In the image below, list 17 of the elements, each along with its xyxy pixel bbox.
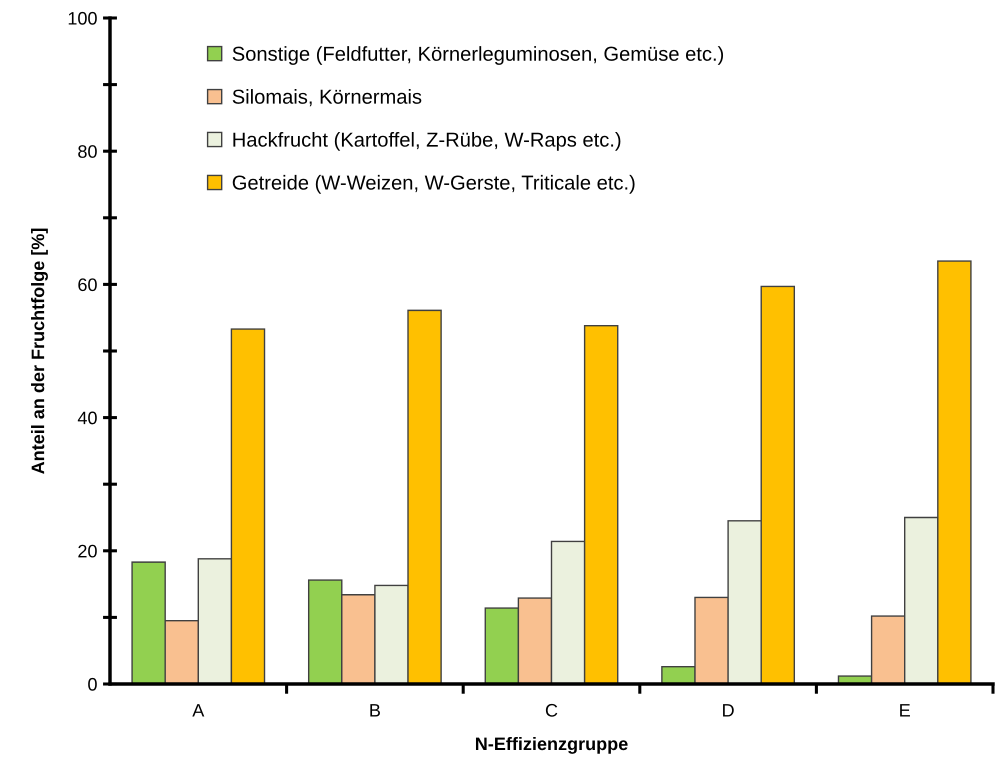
x-tick-label: D	[723, 704, 734, 717]
y-tick-label: 40	[78, 412, 97, 424]
x-tick-label: B	[370, 704, 380, 717]
legend-label: Silomais, Körnermais	[232, 89, 422, 106]
y-axis-title: Anteil an der Fruchtfolge [%]	[31, 228, 48, 474]
x-axis-title: N-Effizienzgruppe	[476, 736, 628, 754]
y-tick-label: 0	[88, 678, 97, 691]
y-tick-label: 100	[68, 12, 97, 25]
legend-label: Hackfrucht (Kartoffel, Z-Rübe, W-Raps etc.)	[233, 132, 620, 151]
x-tick-label: A	[192, 704, 204, 717]
x-tick-label: E	[900, 704, 910, 717]
legend-label: Sonstige (Feldfutter, Körnerleguminosen, Gemüse etc.)	[232, 46, 724, 65]
y-tick-label: 60	[78, 278, 97, 292]
y-tick-label: 20	[78, 544, 97, 558]
x-tick-label: C	[546, 704, 558, 717]
legend-label: Getreide (W-Weizen, W-Gerste, Triticale etc.)	[232, 174, 635, 194]
y-tick-label: 80	[78, 145, 97, 158]
